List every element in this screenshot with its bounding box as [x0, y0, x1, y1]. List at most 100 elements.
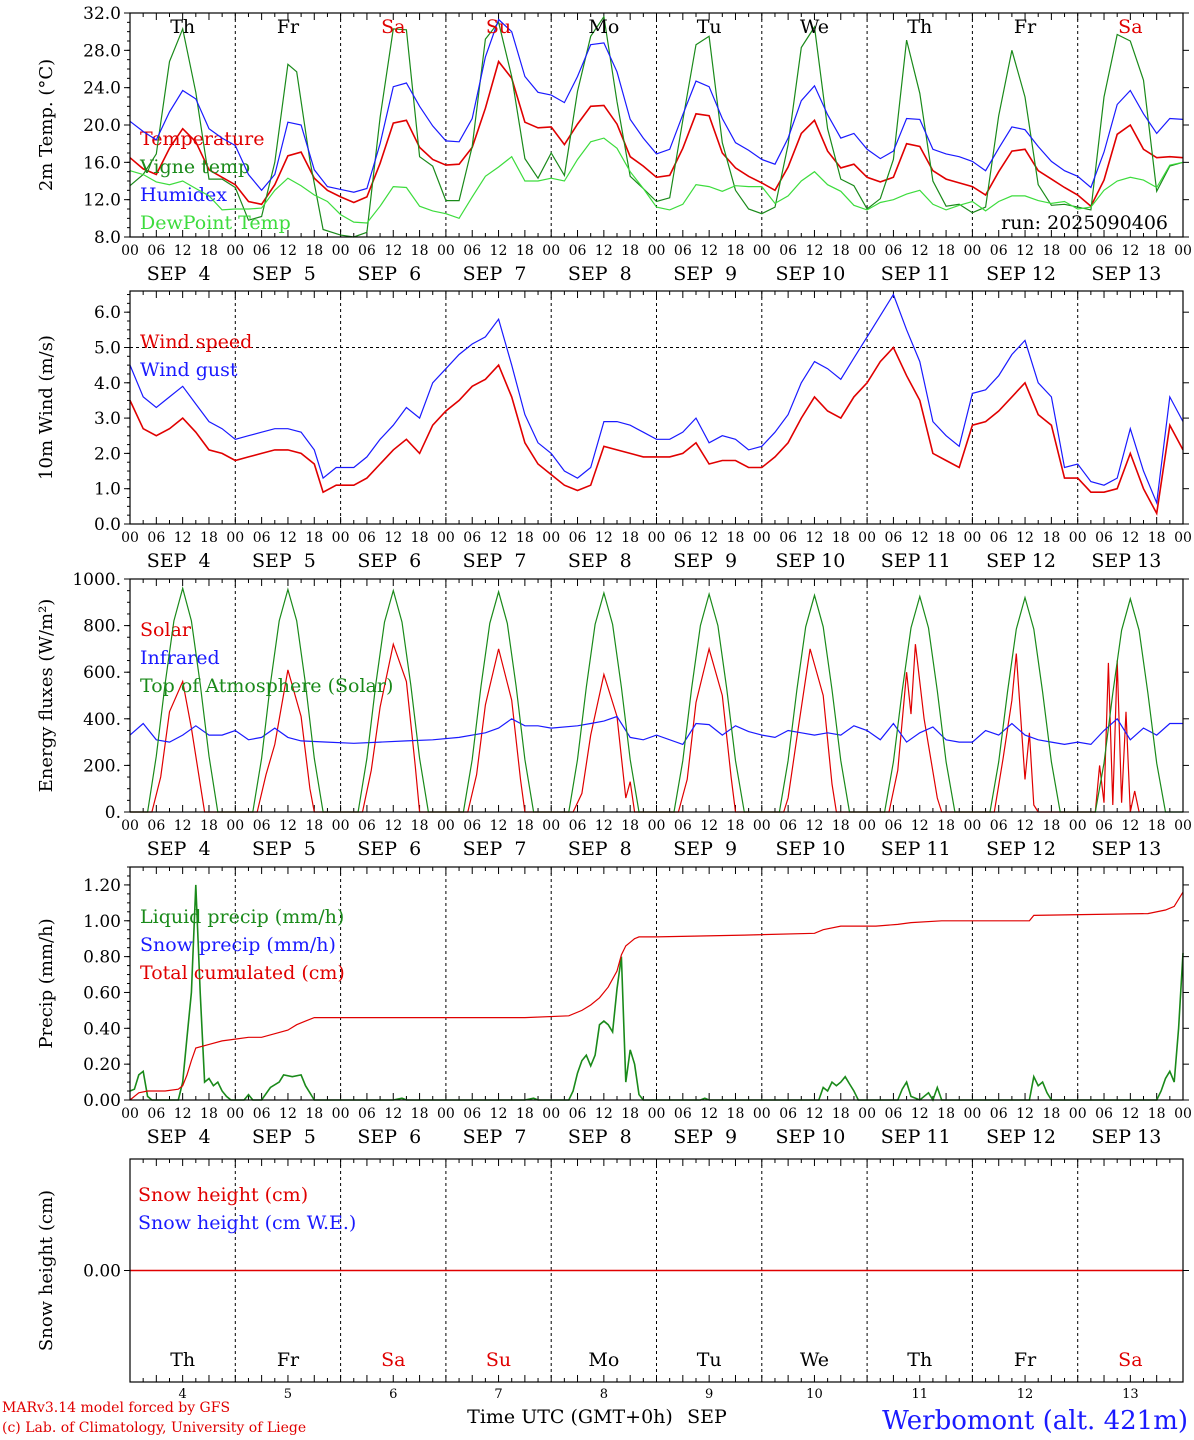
- panel-1-weekday-label: Fr: [1014, 16, 1037, 38]
- panel-4-hour-label: 18: [516, 1106, 534, 1122]
- panel-1-hour-label: 12: [174, 243, 192, 259]
- panel-4-hour-label: 06: [358, 1106, 376, 1122]
- panel-2-hour-label: 12: [279, 530, 297, 546]
- panel-3-y-tick-label: 0.: [105, 803, 121, 823]
- panel-4-y-axis-label: Precip (mm/h): [36, 918, 57, 1048]
- panel-3-y-axis-label: Energy fluxes (W/m²): [36, 599, 57, 793]
- panel-1-hour-label: 12: [595, 243, 613, 259]
- panel-1-hour-label: 06: [1095, 243, 1113, 259]
- station-title: Werbomont (alt. 421m): [882, 1406, 1188, 1436]
- panel-2-hour-label: 18: [937, 530, 955, 546]
- panel-4-date-label: SEP 13: [1091, 1126, 1161, 1148]
- panel-2-hour-label: 00: [1069, 530, 1087, 546]
- panel-4-hour-label: 18: [832, 1106, 850, 1122]
- panel-1-hour-label: 18: [832, 243, 850, 259]
- panel-3-hour-label: 18: [832, 818, 850, 834]
- panel-2-hour-label: 12: [174, 530, 192, 546]
- panel-3-y-tick-label: 400.: [83, 710, 121, 730]
- panel-4-hour-label: 12: [1016, 1106, 1034, 1122]
- panel-4-date-label: SEP 10: [776, 1126, 846, 1148]
- panel-5-legend-snow-height-cm-: Snow height (cm): [138, 1184, 308, 1206]
- panel-3-date-label: SEP 9: [673, 838, 737, 860]
- panel-5-weekday-label: Sa: [1118, 1349, 1142, 1371]
- panel-1-y-tick-label: 12.0: [83, 191, 121, 211]
- panel-1-hour-label: 18: [937, 243, 955, 259]
- panel-1-series-vigne-temp: [129, 15, 1184, 238]
- panel-1-hour-label: 06: [358, 243, 376, 259]
- panel-1-date-label: SEP 5: [252, 263, 316, 285]
- panel-2-hour-label: 00: [542, 530, 560, 546]
- panel-5-weekday-label: We: [800, 1349, 829, 1371]
- panel-3-hour-label: 00: [648, 818, 666, 834]
- panel-1-legend-humidex: Humidex: [140, 184, 227, 206]
- panel-5-y-tick-label: 0.00: [83, 1262, 121, 1282]
- panel-3-hour-label: 12: [1016, 818, 1034, 834]
- panel-2-hour-label: 06: [1095, 530, 1113, 546]
- panel-1-hour-label: 00: [332, 243, 350, 259]
- panel-1-hour-label: 18: [516, 243, 534, 259]
- panel-2-series-wind-speed: [129, 346, 1184, 516]
- panel-3-hour-label: 00: [858, 818, 876, 834]
- panel-4-hour-label: 18: [1148, 1106, 1166, 1122]
- panel-1-hour-label: 06: [779, 243, 797, 259]
- panel-5-legend-snow-height-cm-w-e-: Snow height (cm W.E.): [138, 1212, 356, 1234]
- panel-5-weekday-label: Fr: [277, 1349, 300, 1371]
- panel-1-hour-label: 00: [648, 243, 666, 259]
- panel-1-date-label: SEP 6: [357, 263, 421, 285]
- panel-4-hour-label: 00: [858, 1106, 876, 1122]
- panel-5-y-axis-label: Snow height (cm): [36, 1190, 57, 1351]
- panel-5-weekday-label: Tu: [697, 1349, 722, 1371]
- panel-4-hour-label: 00: [121, 1106, 139, 1122]
- panel-2-hour-label: 00: [226, 530, 244, 546]
- panel-4-series-total-cumulated-cm-: [129, 891, 1184, 1101]
- panel-5-weekday-label: Fr: [1014, 1349, 1037, 1371]
- panel-1-hour-label: 00: [858, 243, 876, 259]
- panel-3-hour-label: 00: [121, 818, 139, 834]
- panel-5-day-number: 13: [1122, 1387, 1139, 1402]
- panel-3-legend-infrared: Infrared: [140, 647, 220, 669]
- panel-2-hour-label: 00: [963, 530, 981, 546]
- panel-3-hour-label: 00: [332, 818, 350, 834]
- panel-4-hour-label: 00: [437, 1106, 455, 1122]
- panel-2-y-axis-label: 10m Wind (m/s): [36, 335, 57, 480]
- panel-3-hour-label: 12: [700, 818, 718, 834]
- panel-3-hour-label: 06: [1095, 818, 1113, 834]
- panel-2-hour-label: 00: [332, 530, 350, 546]
- panel-2-hour-label: 18: [832, 530, 850, 546]
- panel-4-date-label: SEP 11: [881, 1126, 951, 1148]
- panel-3-hour-label: 06: [674, 818, 692, 834]
- panel-3-series-infrared: [129, 715, 1183, 746]
- panel-4-date-label: SEP 8: [568, 1126, 632, 1148]
- panel-1-hour-label: 12: [1016, 243, 1034, 259]
- panel-1-y-axis-label: 2m Temp. (°C): [36, 59, 57, 191]
- panel-2-date-label: SEP 6: [357, 550, 421, 572]
- panel-3-hour-label: 18: [1042, 818, 1060, 834]
- panel-4-hour-label: 18: [727, 1106, 745, 1122]
- panel-1-y-tick-label: 28.0: [83, 41, 121, 61]
- panel-2-hour-label: 00: [858, 530, 876, 546]
- panel-4-date-label: SEP 4: [147, 1126, 211, 1148]
- panel-1-hour-label: 00: [226, 243, 244, 259]
- panel-1-series-humidex: [129, 18, 1184, 193]
- panel-5-weekday-label: Th: [170, 1349, 195, 1371]
- panel-1-hour-label: 12: [806, 243, 824, 259]
- panel-2-hour-label: 12: [1121, 530, 1139, 546]
- panel-2-y-tick-label: 0.0: [94, 515, 121, 535]
- panel-4-hour-label: 12: [174, 1106, 192, 1122]
- panel-2-legend-wind-speed: Wind speed: [140, 331, 252, 353]
- panel-5-day-number: 5: [284, 1387, 292, 1402]
- x-axis-label: Time UTC (GMT+0h): [467, 1406, 673, 1428]
- panel-2-hour-label: 00: [121, 530, 139, 546]
- panel-2-hour-label: 06: [253, 530, 271, 546]
- panel-4-hour-label: 12: [911, 1106, 929, 1122]
- panel-3-hour-label: 12: [806, 818, 824, 834]
- panel-1-hour-label: 12: [279, 243, 297, 259]
- panel-1-weekday-label: Fr: [277, 16, 300, 38]
- panel-2-date-label: SEP 12: [986, 550, 1056, 572]
- panel-1-hour-label: 06: [147, 243, 165, 259]
- panel-2-hour-label: 00: [1174, 530, 1192, 546]
- panel-1-weekday-label: Mo: [588, 16, 619, 38]
- panel-3-date-label: SEP 10: [776, 838, 846, 860]
- panel-4-hour-label: 12: [1121, 1106, 1139, 1122]
- panel-4-hour-label: 06: [779, 1106, 797, 1122]
